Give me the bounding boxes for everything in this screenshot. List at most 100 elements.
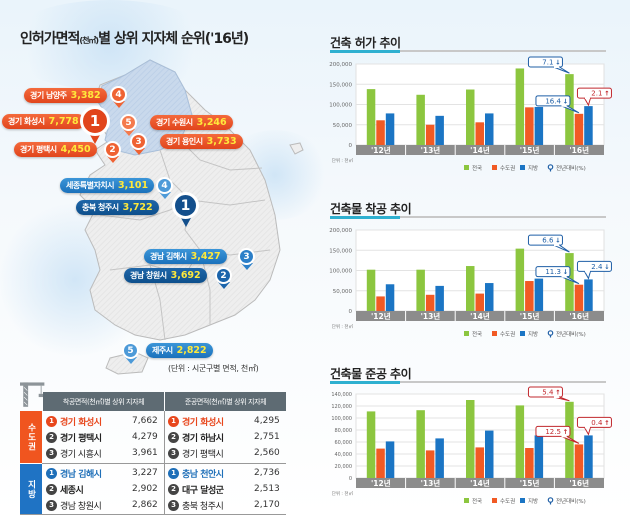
x-tick-label: '14년	[470, 478, 490, 488]
callout-box	[535, 95, 571, 107]
location-pin-icon	[547, 497, 554, 503]
page-title-rest: 별 상위 지자체 순위('16년)	[98, 31, 249, 47]
pin-local-rank-2: 2	[215, 267, 232, 289]
callout-changwon: 경남 창원시 3,692	[124, 268, 207, 283]
bar-수도권	[525, 281, 534, 311]
x-tick-label: '14년	[470, 145, 490, 155]
legend-label: 전국	[472, 497, 482, 505]
callout-value: 12.5	[545, 428, 561, 436]
bar-수도권	[475, 447, 484, 478]
y-tick-label: 20,000	[335, 464, 353, 470]
pin-rank-4: 4	[110, 86, 127, 108]
bar-지방	[435, 115, 444, 145]
rank-badge: 1	[46, 467, 57, 479]
pin-local-rank-5: 5	[122, 342, 139, 364]
table-row: 1 충남 천안시 2,736	[168, 466, 284, 480]
pin-rank: 1	[89, 112, 101, 130]
callout-pointer	[584, 427, 591, 436]
chart-title-start: 건축물 착공 추이	[330, 202, 412, 216]
x-tick-label: '15년	[520, 478, 540, 488]
table-header-start: 착공면적(천㎡)별 상위 지자체	[43, 392, 164, 411]
callout-jeju: 제주시 2,822	[146, 343, 213, 358]
callout-hwaseong: 경기 화성시 7,778	[2, 114, 85, 129]
city-name: 경기 화성시	[182, 417, 224, 428]
arrow-down-icon: ↓	[604, 263, 609, 271]
x-tick-label: '15년	[520, 145, 540, 155]
arrow-down-icon: ↓	[555, 237, 560, 245]
y-tick-label: 200,000	[329, 62, 352, 68]
legend-label: 수도권	[500, 330, 515, 338]
y-tick-label: 120,000	[331, 404, 352, 410]
legend-label: 전국	[472, 330, 482, 338]
x-tick-label: '16년	[569, 478, 589, 488]
y-tick-label: 150,000	[329, 82, 352, 88]
callout-pointer-mask	[561, 434, 567, 438]
region-metro: 수도권	[20, 411, 42, 463]
callout-value: 3,427	[190, 251, 221, 262]
callout-city: 세종특별자치시	[66, 181, 115, 190]
callout-city: 경기 평택시	[20, 145, 57, 154]
crane-icon	[20, 382, 45, 407]
callout-pointer-mask	[553, 395, 559, 398]
callout-box	[535, 425, 571, 437]
x-axis-band	[356, 145, 604, 155]
pin-rank: 4	[161, 180, 168, 191]
y-tick-label: 0	[349, 476, 352, 482]
legend-swatch	[520, 498, 525, 503]
callout-pyeongtaek: 경기 평택시 4,450	[14, 142, 97, 157]
callout-pointer-mask	[584, 269, 590, 273]
city-name: 충남 천안시	[182, 469, 224, 480]
bar-지방	[584, 106, 593, 145]
callout-box	[535, 266, 571, 278]
map-unit-note: (단위 : 시군구별 면적, 천㎡)	[168, 364, 259, 373]
table-row: 3 경기 평택시 2,560	[168, 446, 284, 460]
bar-수도권	[425, 450, 435, 478]
area-value: 4,279	[132, 432, 158, 442]
bar-지방	[385, 284, 395, 311]
bar-수도권	[574, 444, 584, 478]
bar-지방	[534, 278, 544, 311]
chart-permit: 0 50,000 100,000 150,000 200,000 '12년 '13년 '14년…	[329, 56, 612, 172]
pin-rank: 3	[243, 251, 250, 262]
city-name: 경기 평택시	[182, 449, 224, 460]
y-tick-label: 80,000	[335, 428, 353, 434]
rank-badge: 1	[168, 467, 179, 479]
korea-map	[79, 59, 304, 375]
callout-pointer	[560, 276, 580, 285]
bar-수도권	[376, 296, 385, 311]
bar-수도권	[525, 107, 534, 145]
unit-label: 단위 : 천㎡	[332, 157, 354, 164]
pin-rank: 5	[127, 345, 134, 356]
pin-rank: 3	[135, 136, 142, 147]
y-tick-label: 100,000	[329, 269, 352, 275]
area-value: 2,751	[254, 432, 280, 442]
bar-전국	[416, 410, 425, 478]
rank-badge: 3	[168, 499, 179, 511]
location-pin-icon	[547, 164, 554, 170]
table-row: 3 경남 창원시 2,862	[46, 498, 162, 512]
pin-rank-5: 5	[120, 114, 137, 136]
area-value: 2,862	[132, 500, 158, 510]
x-tick-label: '12년	[371, 145, 391, 155]
table-header-complete: 준공면적(천㎡)별 상위 지자체	[165, 392, 286, 411]
callout-value: 4,450	[60, 144, 91, 155]
callout-value: 3,722	[122, 202, 153, 213]
bar-지방	[584, 279, 593, 311]
chart-underline	[330, 380, 606, 384]
callout-value: 3,692	[170, 270, 201, 281]
area-value: 3,961	[132, 448, 158, 458]
chart-title-complete: 건축물 준공 추이	[330, 367, 412, 381]
rank-badge: 1	[168, 415, 179, 427]
bar-수도권	[376, 120, 385, 145]
callout-city: 경남 김해시	[150, 252, 187, 261]
bar-전국	[565, 253, 574, 311]
table-row: 1 경기 화성시 4,295	[168, 414, 284, 428]
area-value: 2,902	[132, 484, 158, 494]
callout-value: 2.4	[591, 263, 603, 271]
callout-sejong: 세종특별자치시 3,101	[60, 178, 155, 193]
legend-label: 전년대비(%)	[556, 164, 586, 172]
pin-rank-3: 3	[130, 133, 147, 155]
bar-수도권	[525, 448, 534, 478]
callout-value: 2,822	[176, 345, 207, 356]
rank-badge: 3	[168, 447, 179, 459]
